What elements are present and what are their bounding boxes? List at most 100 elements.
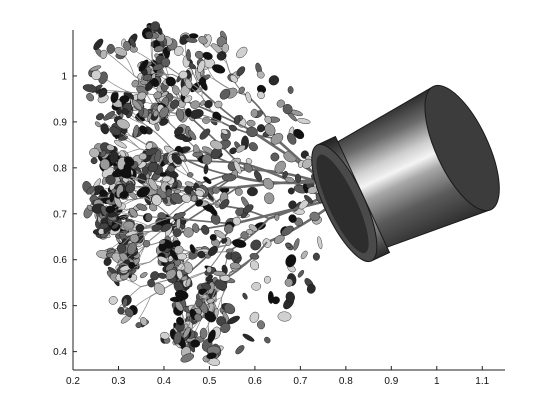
plant-leaf: [288, 200, 297, 209]
plant-leaf: [119, 95, 130, 103]
plant-leaf: [199, 78, 208, 91]
plant-leaf: [98, 88, 107, 98]
plant-leaf: [106, 43, 115, 54]
plant-leaf: [254, 170, 262, 182]
plant-leaf: [232, 216, 241, 226]
plant-leaf: [245, 158, 253, 165]
plant-leaf: [257, 320, 265, 330]
plant-leaf: [274, 214, 280, 221]
plant-leaf: [243, 162, 253, 173]
plant-leaf: [136, 186, 150, 198]
plant-leaf: [94, 121, 101, 128]
plant-leaf: [203, 164, 209, 175]
plant-leaf: [285, 242, 292, 248]
plant-leaf: [122, 297, 128, 308]
x-tick-label: 0.7: [293, 376, 307, 387]
plant-leaf: [284, 176, 295, 184]
plant-leaf: [287, 133, 297, 145]
plant-leaf: [99, 150, 107, 158]
plant-leaf: [153, 110, 159, 118]
plant-leaf: [138, 59, 149, 72]
plant-leaf: [221, 237, 228, 244]
plant-leaf: [153, 282, 166, 295]
plant-leaf: [135, 223, 145, 233]
x-tick-label: 0.8: [339, 376, 353, 387]
plant-leaf: [277, 311, 292, 322]
plant-leaf: [228, 124, 237, 132]
plant-leaf: [116, 118, 130, 130]
plant-leaf: [153, 91, 162, 100]
plant-leaf: [135, 322, 142, 329]
plant-leaf: [150, 77, 159, 88]
plant-leaf: [273, 234, 285, 244]
plant-leaf: [159, 239, 166, 245]
plant-leaf: [127, 242, 137, 256]
plant-leaf: [264, 192, 275, 205]
plant-leaf: [119, 150, 126, 158]
plant-leaf: [160, 331, 170, 340]
plant-leaf: [210, 140, 224, 150]
plant-leaf: [232, 239, 247, 248]
plant-leaf: [154, 122, 160, 131]
plant-leaf: [285, 254, 297, 268]
plant-leaf: [306, 283, 316, 294]
plant-leaf: [271, 296, 280, 305]
plant-leaf: [220, 128, 229, 135]
plant-leaf: [233, 160, 242, 174]
plant-leaf: [82, 84, 98, 93]
plant-leaf: [212, 186, 220, 194]
plant-leaf: [264, 336, 271, 344]
plant-leaf: [297, 118, 311, 124]
plant-leaf: [294, 173, 302, 183]
y-tick-label: 0.6: [53, 255, 67, 266]
plant-leaf: [157, 212, 167, 220]
plant-leaf: [229, 262, 241, 270]
plant-leaf: [107, 212, 118, 218]
plant-leaf: [111, 223, 120, 230]
plant-leaf: [203, 176, 212, 184]
plant-leaf: [125, 183, 135, 194]
plant-leaf: [109, 126, 121, 136]
x-tick-label: 0.5: [202, 376, 216, 387]
plant-leaf: [312, 252, 320, 261]
plant-leaf: [106, 144, 115, 151]
plant-leaf: [123, 40, 131, 51]
plant-leaf: [293, 128, 305, 140]
plant-leaf: [131, 99, 143, 111]
plant-leaf: [119, 169, 132, 179]
plant-leaf: [100, 123, 109, 135]
plant-leaf: [165, 263, 175, 272]
plant-leaf: [250, 239, 262, 251]
plant-leaf: [287, 187, 295, 195]
plant-leaf: [250, 108, 259, 118]
x-tick-label: 1: [434, 376, 440, 387]
plant-leaf: [251, 282, 262, 291]
plant-leaf: [129, 37, 136, 48]
plant-leaf: [116, 243, 127, 254]
plant-leaf: [109, 192, 115, 203]
plant-leaf: [242, 292, 248, 300]
plant-leaf: [99, 158, 111, 170]
plant-leaf: [194, 189, 205, 197]
plant-leaf: [181, 194, 191, 203]
plant-leaf: [86, 186, 96, 195]
plant-leaf: [176, 108, 185, 121]
plant-leaf: [167, 164, 175, 173]
plant-leaf: [119, 190, 129, 199]
plant-leaf: [221, 173, 236, 182]
plant-leaf: [172, 85, 180, 95]
plant-leaf: [139, 125, 148, 135]
plant-leaf: [234, 187, 243, 196]
axes: 0.2 0.3 0.4 0.5 0.6 0.7 0.8 0.9 1 1.1 0.40.50.60.…: [53, 30, 505, 387]
plant-leaf: [242, 204, 254, 214]
plant-leaf: [219, 199, 230, 210]
plant-leaf: [89, 65, 102, 72]
plant-leaf: [95, 113, 105, 121]
plant-leaf: [225, 248, 234, 254]
plant-leaf: [110, 91, 119, 103]
plant-leaf: [206, 298, 215, 304]
plant-leaf: [209, 233, 217, 241]
plant-leaf: [142, 240, 151, 248]
plant-leaf: [169, 296, 184, 303]
plant-leaf: [172, 211, 186, 220]
